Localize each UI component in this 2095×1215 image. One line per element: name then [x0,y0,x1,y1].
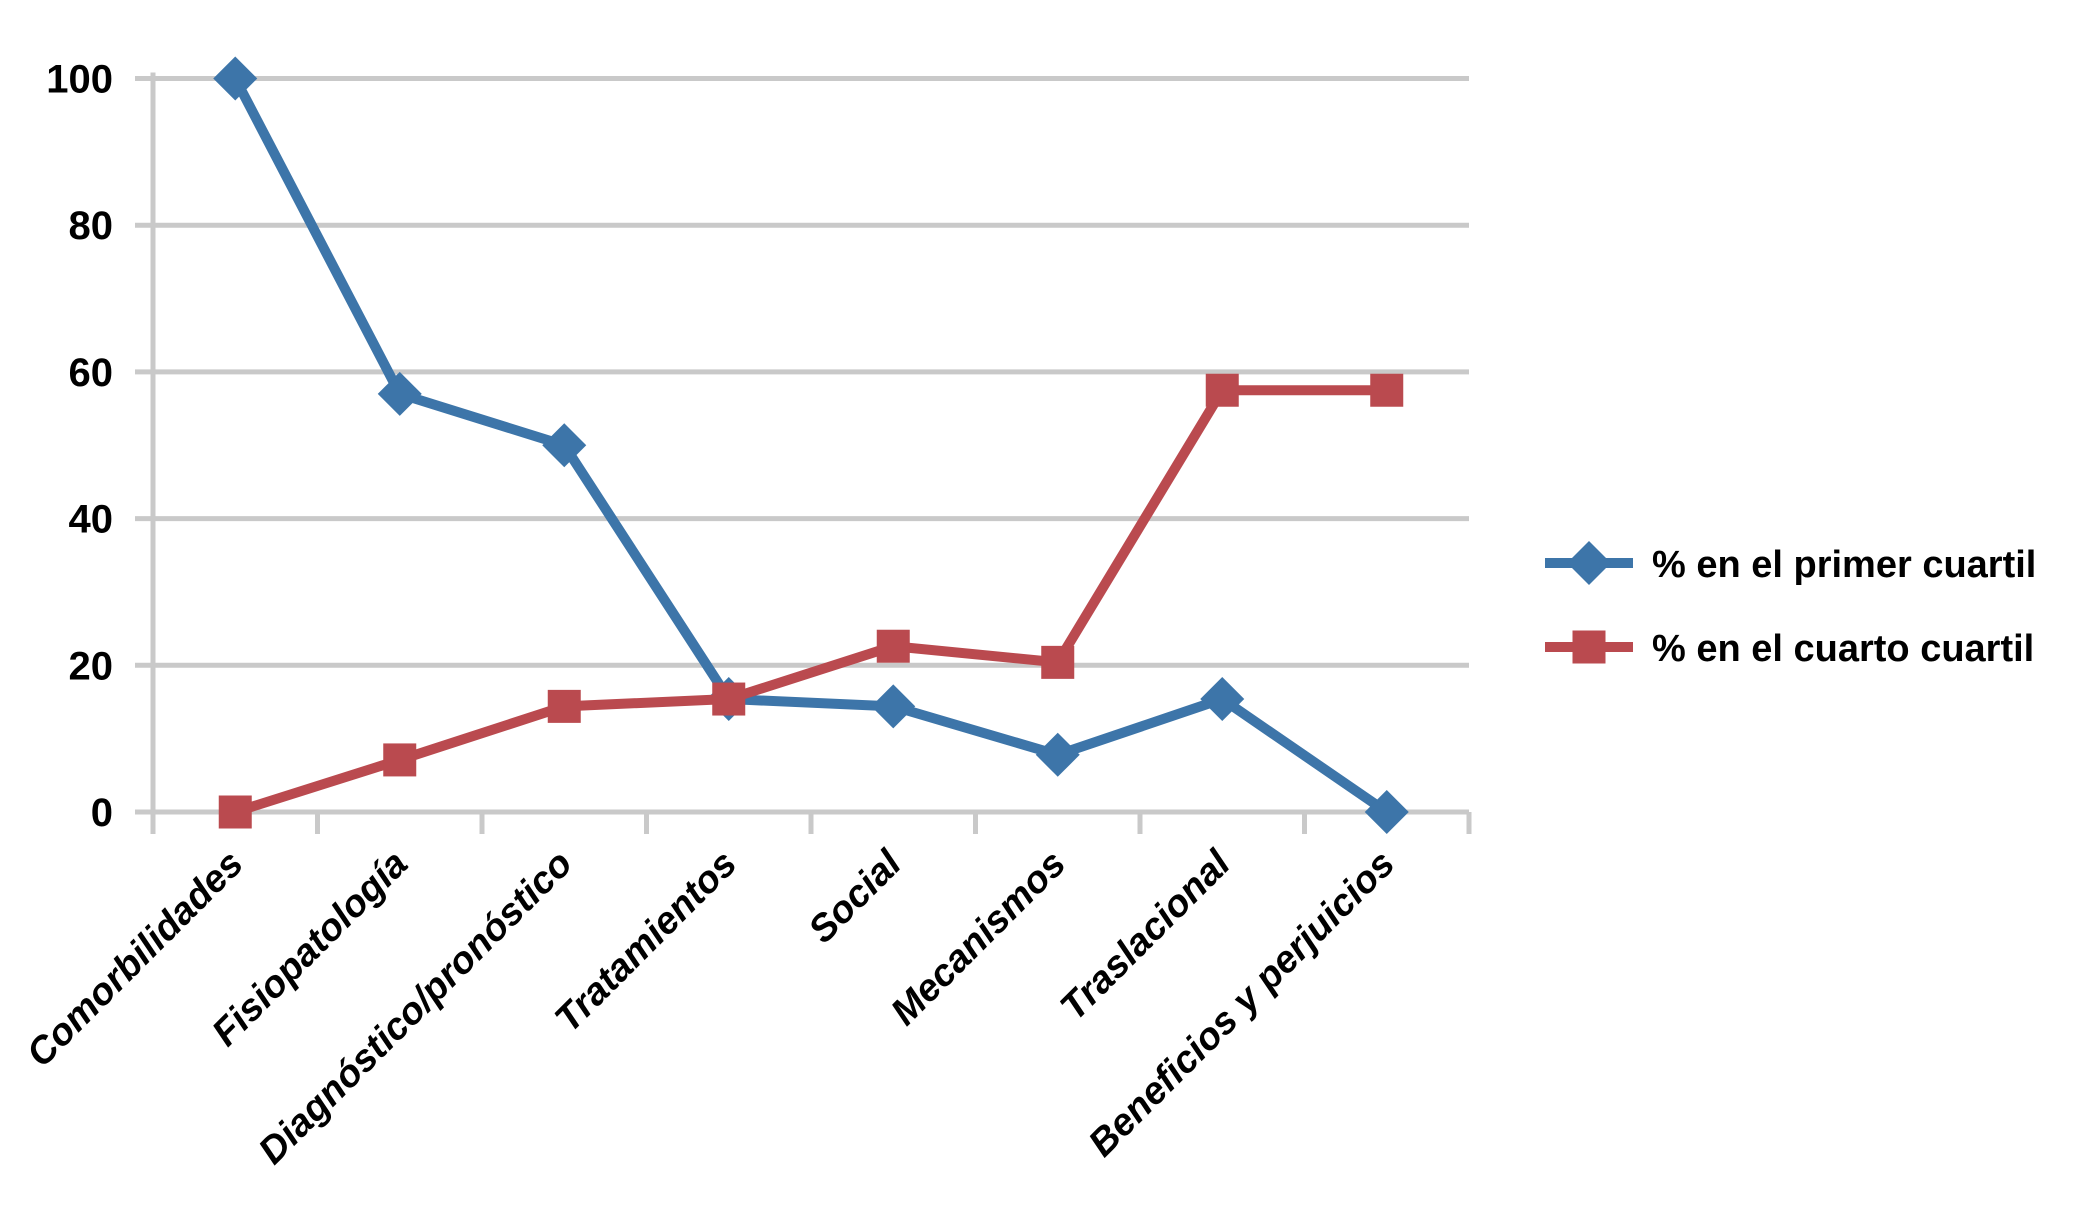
series-1-marker-5 [1041,645,1075,679]
y-tick-label-0: 0 [91,791,113,835]
series-0-marker-6 [1200,677,1245,722]
series-0-marker-7 [1364,790,1409,834]
x-category-label: Diagnóstico/pronóstico [251,843,581,1173]
legend-marker-cuarto-cuartil [1545,630,1633,664]
axes [135,72,1472,834]
series-1-marker-7 [1370,373,1404,407]
series-1-marker-1 [383,743,417,777]
x-category-label: Traslacional [1053,842,1240,1029]
series-line-0 [230,73,1392,817]
series-plot [213,56,1409,834]
legend: % en el primer cuartil % en el cuarto cu… [1545,541,2036,670]
x-category-label: Social [801,842,911,952]
series-0-marker-0 [213,56,258,101]
legend-label-cuarto-cuartil: % en el cuarto cuartil [1652,628,2034,670]
series-1-marker-0 [218,795,252,829]
y-axis-labels: 0 20 40 60 80 100 [46,58,113,836]
y-tick-label-20: 20 [69,644,114,688]
series-1-marker-3 [712,682,746,716]
x-axis-labels: ComorbilidadesFisiopatologíaDiagnóstico/… [19,842,1403,1173]
series-line-1 [230,385,1392,817]
x-category-label: Comorbilidades [19,843,252,1076]
x-category-label: Mecanismos [883,843,1074,1034]
legend-markershape-0 [1567,541,1611,585]
series-0-marker-2 [542,423,587,468]
series-0-marker-5 [1035,732,1080,777]
y-tick-label-80: 80 [69,204,114,248]
legend-markershape-1 [1572,630,1606,664]
gridlines [153,76,1469,815]
y-tick-label-60: 60 [69,351,114,395]
series-0-marker-1 [377,371,422,416]
series-1-marker-4 [876,629,910,663]
series-1-marker-2 [547,689,581,723]
series-1-marker-6 [1205,373,1239,407]
series-0-marker-4 [871,684,916,729]
y-tick-label-100: 100 [46,58,113,102]
legend-label-primer-cuartil: % en el primer cuartil [1652,544,2036,586]
legend-marker-primer-cuartil [1545,541,1633,585]
x-category-label: Beneficios y perjuicios [1081,843,1403,1165]
y-tick-label-40: 40 [69,498,114,542]
